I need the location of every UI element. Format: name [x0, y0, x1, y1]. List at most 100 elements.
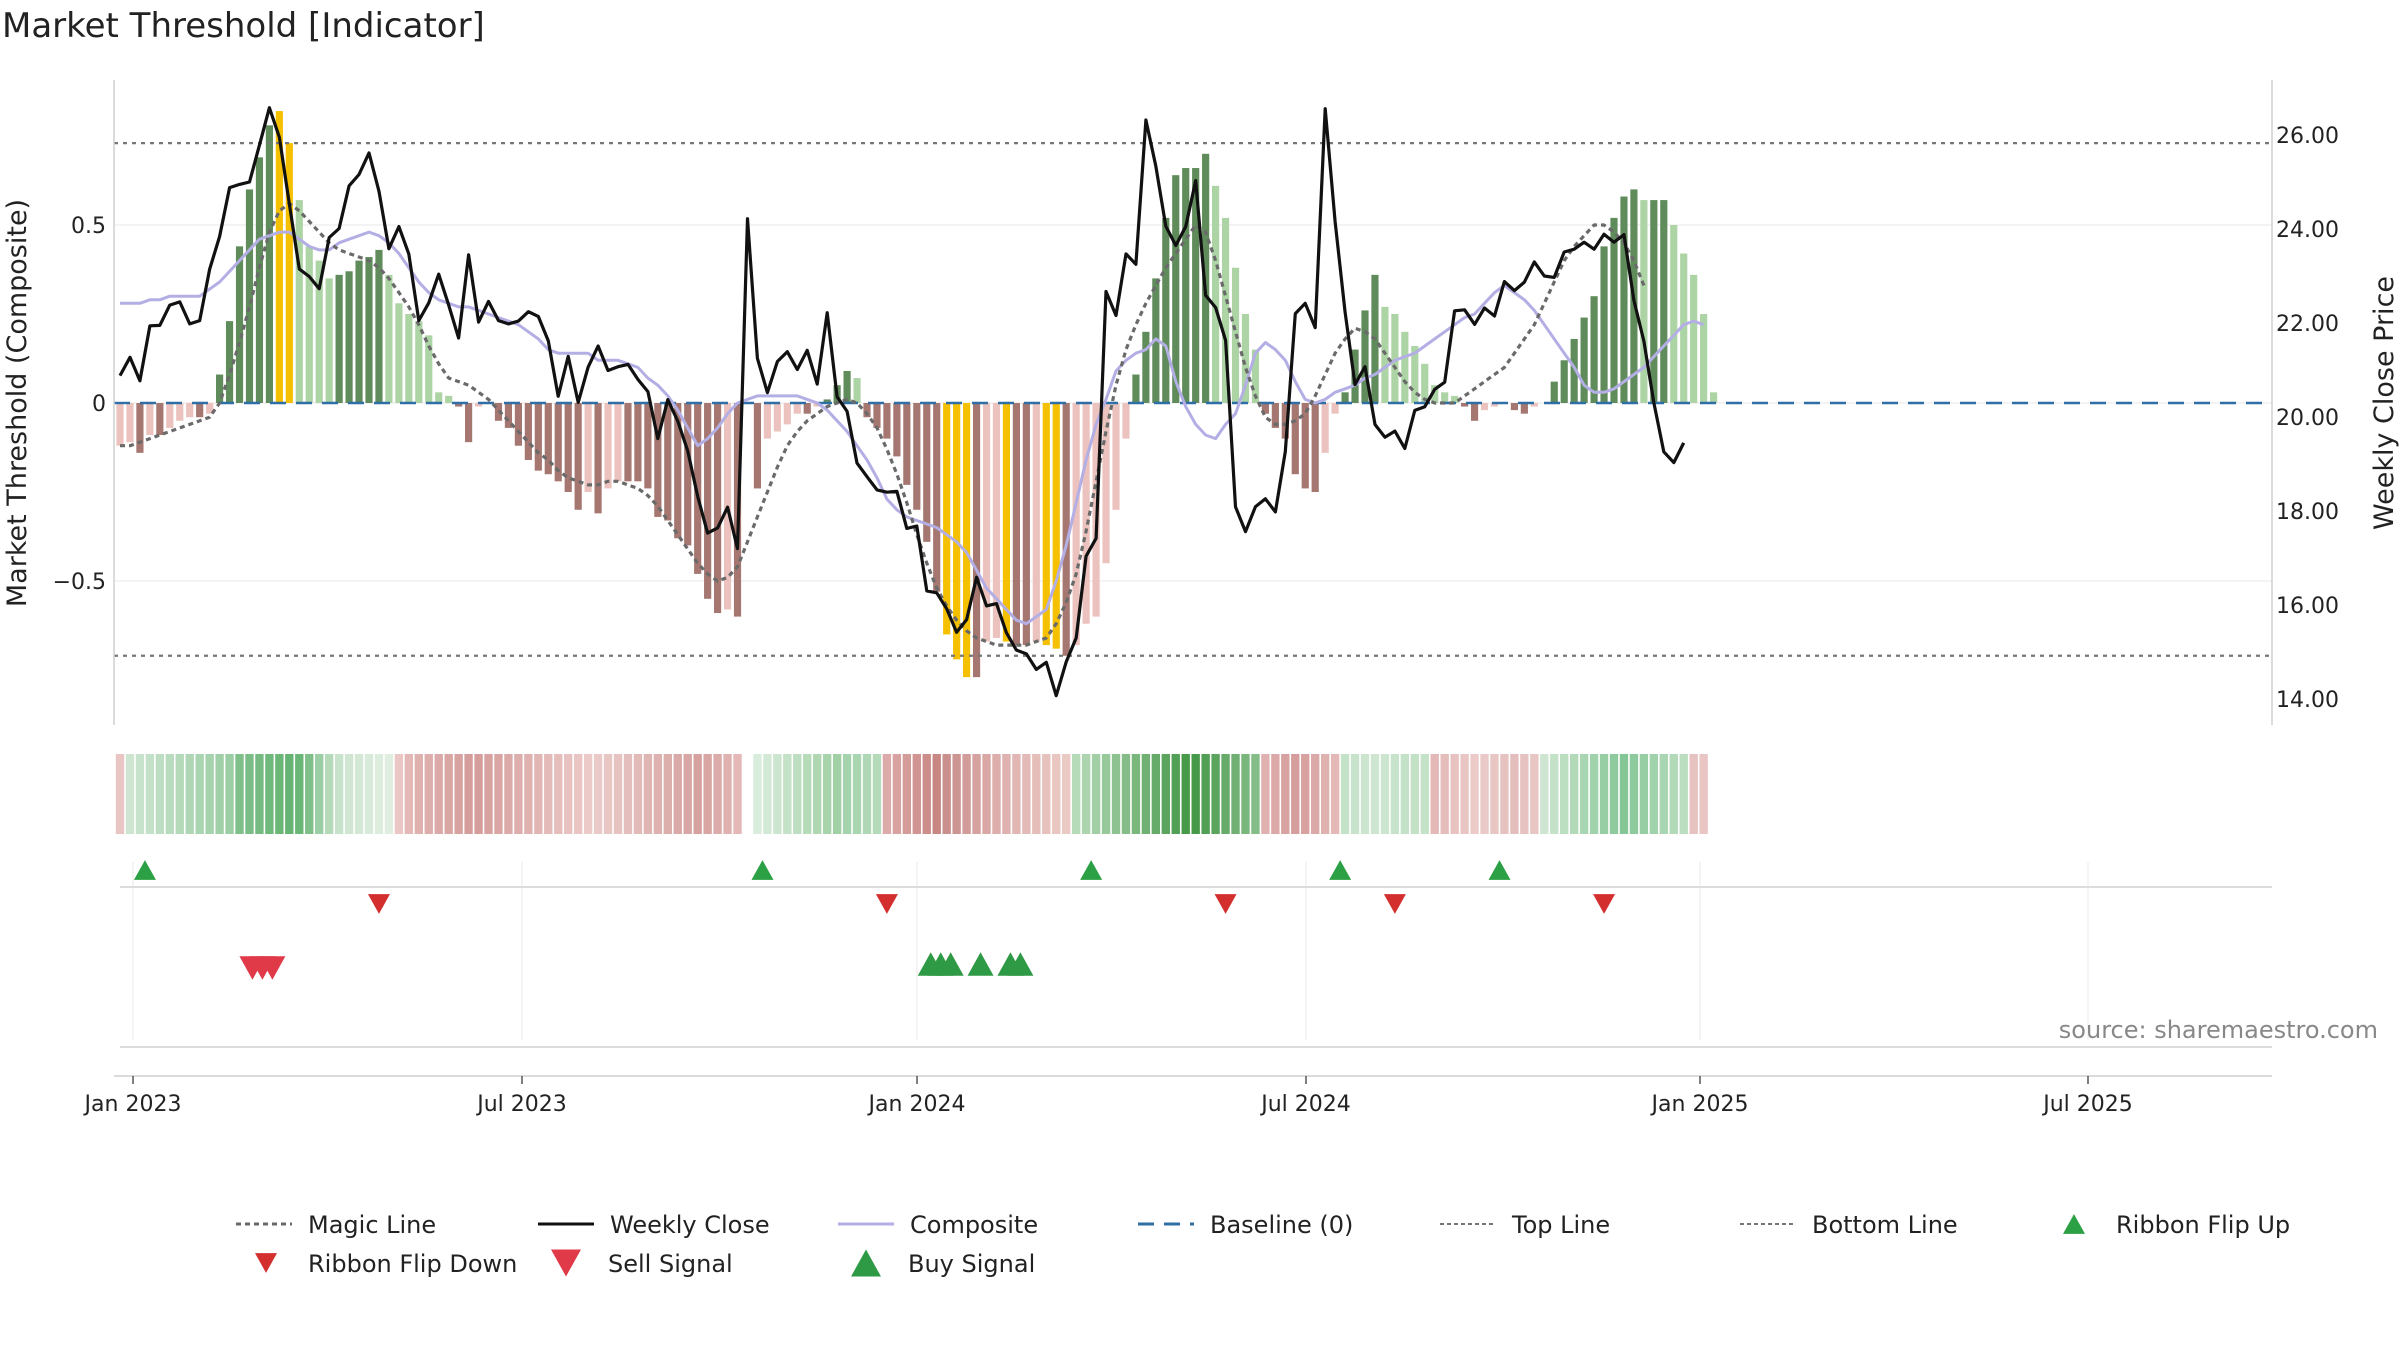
- composite-bar: [943, 403, 951, 635]
- ribbon-cell: [1400, 754, 1410, 834]
- legend-label: Buy Signal: [908, 1250, 1035, 1278]
- ribbon-cell: [1550, 754, 1559, 834]
- right-axis-title: Weekly Close Price: [2369, 276, 2400, 530]
- composite-bar: [395, 303, 403, 403]
- ribbon-cell: [454, 754, 463, 834]
- legend-item: Composite: [838, 1211, 1038, 1239]
- ribbon-cell: [235, 754, 244, 834]
- composite-bar: [1600, 246, 1608, 403]
- composite-bar: [1212, 185, 1220, 403]
- composite-bar: [694, 403, 702, 574]
- ribbon-flip-up-marker: [1080, 860, 1103, 880]
- composite-bar: [544, 403, 552, 475]
- composite-bar: [644, 403, 652, 489]
- ribbon-flip-down-marker: [1383, 894, 1406, 914]
- ribbon-cell: [1589, 754, 1599, 834]
- ribbon-cell: [1022, 754, 1031, 834]
- legend-label: Bottom Line: [1812, 1211, 1958, 1239]
- composite-bar: [1241, 314, 1250, 403]
- ribbon-cell: [534, 754, 543, 834]
- composite-bar: [1042, 403, 1050, 646]
- ribbon-cell: [593, 754, 603, 834]
- composite-bar: [923, 403, 931, 542]
- ribbon-cell: [1211, 754, 1220, 834]
- ribbon-cell: [1141, 754, 1151, 834]
- ribbon-cell: [175, 754, 184, 834]
- ribbon-cell: [245, 754, 254, 834]
- composite-bar: [1411, 346, 1419, 403]
- ribbon-flip-up-marker: [1488, 860, 1511, 880]
- composite-bars: [116, 111, 1718, 678]
- ribbon-cell: [603, 754, 613, 834]
- composite-bar: [584, 403, 592, 492]
- ribbon-cell: [872, 754, 882, 834]
- weekly-close-line: [118, 106, 1686, 698]
- composite-bar: [1251, 349, 1260, 403]
- legend-item: Baseline (0): [1138, 1211, 1353, 1239]
- composite-bar: [1321, 403, 1329, 453]
- composite-bar: [295, 200, 303, 403]
- ribbon-cell: [882, 754, 892, 834]
- ribbon-cell: [793, 754, 802, 834]
- ribbon-flip-down-marker: [1214, 894, 1237, 914]
- ribbon-cell: [613, 754, 623, 834]
- ribbon-cell: [1520, 754, 1529, 834]
- right-axis-tick-label: 22.00: [2276, 312, 2339, 337]
- ribbon-cell: [932, 754, 941, 834]
- ribbon-cell: [723, 754, 732, 834]
- composite-bar: [1361, 310, 1369, 403]
- ribbon-cell: [1450, 754, 1459, 834]
- ribbon-cell: [215, 754, 224, 834]
- composite-bar: [265, 125, 273, 403]
- composite-bar: [1261, 403, 1269, 414]
- ribbon-cell: [1639, 754, 1649, 834]
- composite-bar: [1441, 392, 1449, 403]
- ribbon-cell: [713, 754, 722, 834]
- ribbon-cell: [344, 754, 354, 834]
- composite-bar: [325, 278, 333, 403]
- composite-bar: [1132, 374, 1140, 403]
- legend-label: Weekly Close: [610, 1211, 770, 1239]
- ribbon-cell: [1430, 754, 1439, 834]
- composite-bar: [116, 403, 124, 446]
- buy-signal-marker: [1007, 952, 1034, 976]
- ribbon-cell: [414, 754, 423, 834]
- ribbon-cell: [1619, 754, 1629, 834]
- ribbon-cell: [902, 754, 912, 834]
- ribbon-flip-down-marker: [1593, 894, 1616, 914]
- right-axis-tick-label: 24.00: [2276, 218, 2339, 243]
- composite-bar: [1530, 403, 1538, 407]
- ribbon-cell: [1500, 754, 1509, 834]
- ribbon-cell: [1689, 754, 1698, 834]
- composite-bar: [913, 403, 921, 510]
- legend-label: Top Line: [1511, 1211, 1610, 1239]
- ribbon-cell: [1380, 754, 1390, 834]
- ribbon-cell: [1251, 754, 1260, 834]
- composite-bar: [1710, 392, 1718, 403]
- composite-bar: [554, 403, 562, 482]
- ribbon-cell: [1340, 754, 1350, 834]
- ribbon-cell: [404, 754, 414, 834]
- ribbon-cell: [1111, 754, 1121, 834]
- legend-swatch: [851, 1249, 881, 1277]
- composite-bar: [365, 257, 373, 403]
- composite-bar: [1221, 217, 1230, 403]
- ribbon-cell: [135, 754, 145, 834]
- ribbon-cell: [1510, 754, 1519, 834]
- composite-bar: [176, 403, 184, 421]
- composite-bar: [166, 403, 174, 428]
- ribbon-cell: [384, 754, 394, 834]
- legend-item: Top Line: [1440, 1211, 1610, 1239]
- ribbon-cell: [992, 754, 1001, 834]
- ribbon-cell: [1370, 754, 1380, 834]
- ribbon-cell: [145, 754, 155, 834]
- composite-bar: [1271, 403, 1279, 428]
- ribbon-cell: [1649, 754, 1659, 834]
- composite-bar: [1291, 403, 1299, 475]
- ribbon-cell: [1669, 754, 1678, 834]
- ribbon-strip: [115, 754, 1708, 834]
- ribbon-cell: [424, 754, 433, 834]
- ribbon-cell: [862, 754, 872, 834]
- composite-bar: [803, 403, 811, 414]
- composite-bar: [574, 403, 582, 510]
